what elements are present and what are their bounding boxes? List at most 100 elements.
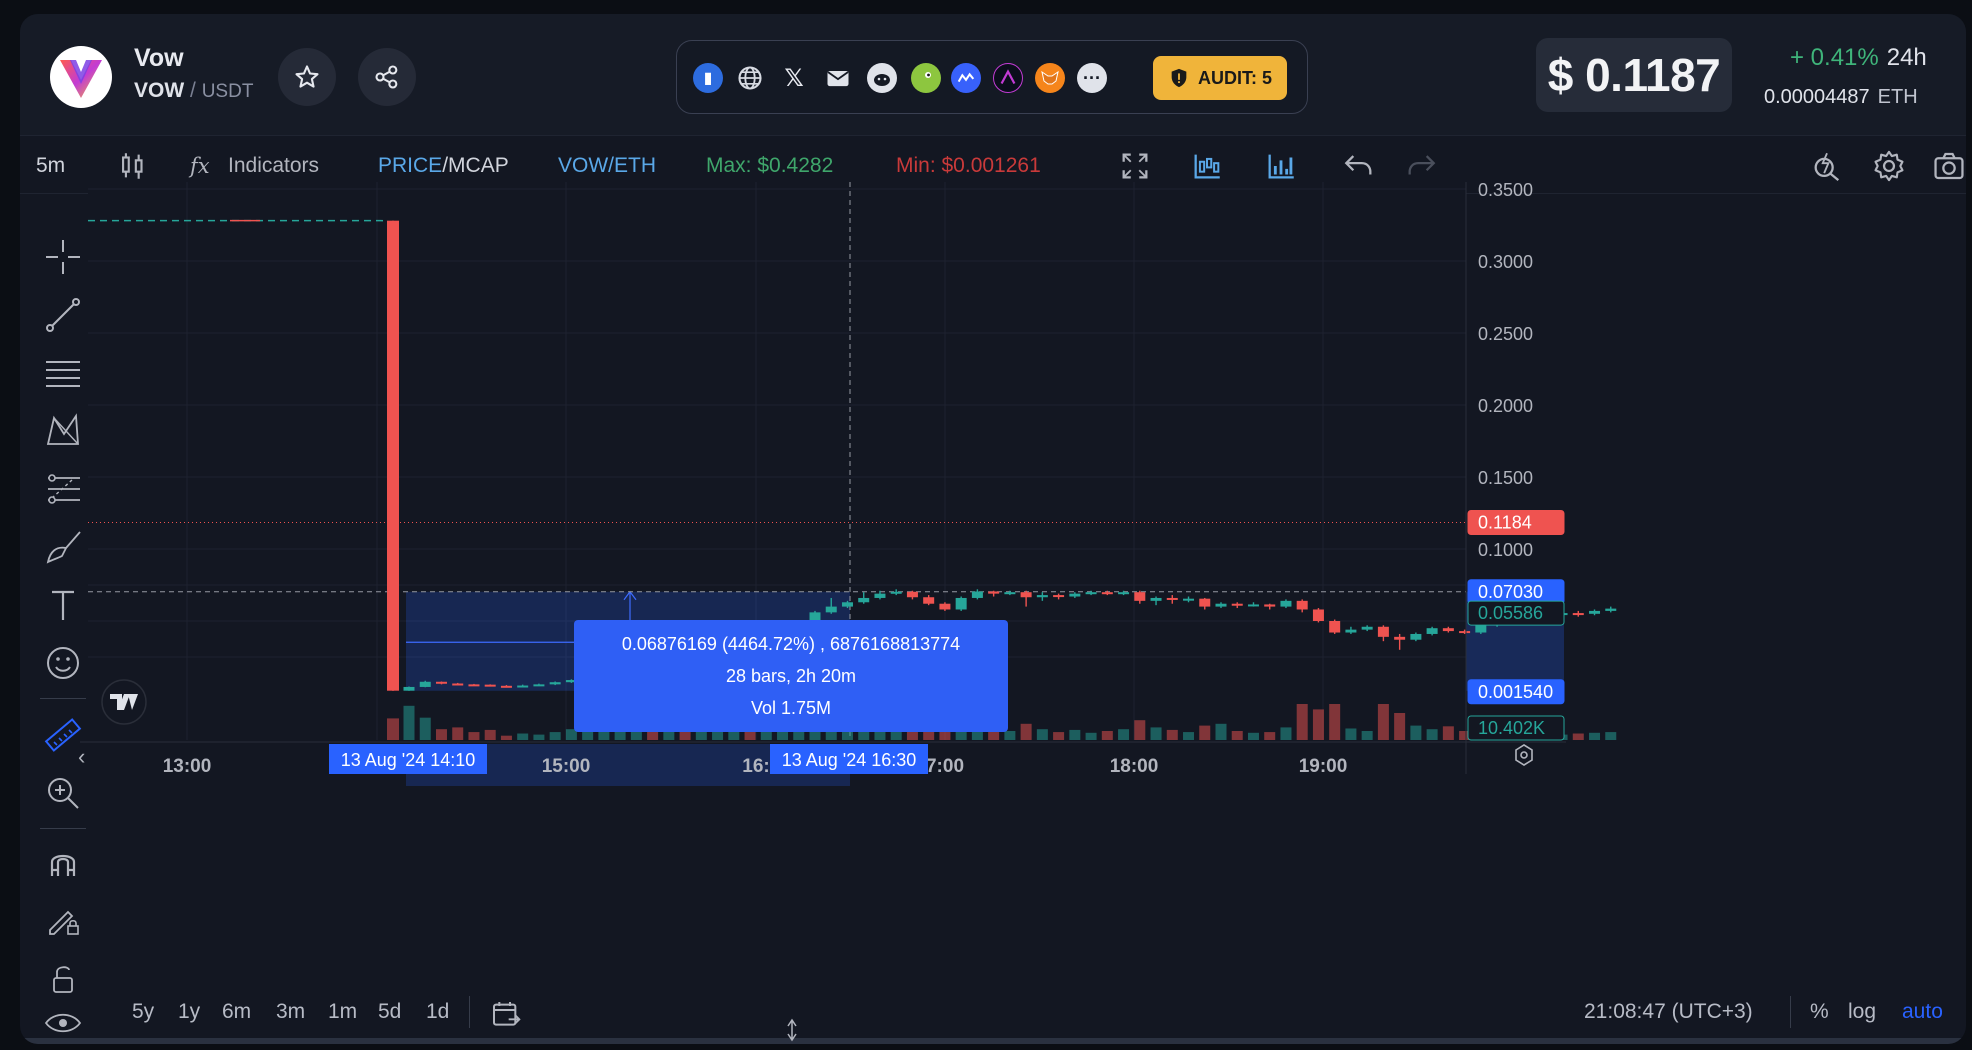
price-mcap-toggle[interactable]: PRICE/MCAP xyxy=(378,154,509,178)
volume-bar-38 xyxy=(1004,731,1016,740)
range-1y[interactable]: 1y xyxy=(178,1000,201,1023)
chart-link-icon[interactable]: ▮ xyxy=(693,63,723,93)
percent-toggle[interactable]: % xyxy=(1810,1000,1829,1023)
volume-bar-57 xyxy=(1312,709,1324,740)
resize-handle-icon xyxy=(787,1018,797,1042)
trend-line-icon[interactable] xyxy=(42,294,84,336)
quick-search-icon[interactable] xyxy=(1810,149,1844,183)
range-5y[interactable]: 5y xyxy=(132,1000,155,1023)
auto-toggle[interactable]: auto xyxy=(1902,1000,1943,1023)
volume-bar-19 xyxy=(695,726,707,740)
metamask-icon[interactable] xyxy=(1035,63,1065,93)
shield-icon xyxy=(1171,68,1187,88)
share-button[interactable] xyxy=(358,48,416,106)
settings-gear-icon[interactable] xyxy=(1872,149,1906,183)
volume-bar-66 xyxy=(1459,731,1471,740)
volume-bar-5 xyxy=(468,732,480,740)
candle-body-0 xyxy=(387,220,399,691)
coinmarketcap-icon[interactable] xyxy=(951,63,981,93)
range-divider xyxy=(469,996,470,1028)
measure-line-3: Vol 1.75M xyxy=(750,698,832,718)
x-icon[interactable]: 𝕏 xyxy=(784,64,804,92)
more-icon[interactable]: ··· xyxy=(1077,63,1107,93)
token-header: Vow VOW / USDT ▮ 𝕏 xyxy=(20,14,1966,136)
magnet-icon[interactable] xyxy=(42,842,84,884)
time-settings-hex xyxy=(1515,744,1533,766)
candle-body-65 xyxy=(1442,628,1454,632)
coingecko-icon[interactable] xyxy=(911,63,941,93)
measure-tooltip: 0.06876169 (4464.72%) , 6876168813774 28… xyxy=(574,620,1008,732)
pair-toggle[interactable]: VOW/ETH xyxy=(558,154,656,177)
brush-icon[interactable] xyxy=(42,526,84,568)
range-5d[interactable]: 5d xyxy=(378,1000,402,1023)
candle-body-64 xyxy=(1426,628,1438,634)
candle-body-57 xyxy=(1312,609,1324,621)
candle-body-60 xyxy=(1361,626,1373,630)
text-tool-icon[interactable] xyxy=(42,584,84,626)
volume-bar-14 xyxy=(614,725,626,740)
volume-style-icon[interactable] xyxy=(1264,149,1298,183)
token-symbol: VOW xyxy=(134,79,185,102)
volume-bar-46 xyxy=(1134,720,1146,740)
fib-lines-icon[interactable] xyxy=(42,352,84,394)
volume-bar-60 xyxy=(1361,731,1373,740)
candle-body-3 xyxy=(435,681,447,684)
candle-body-40 xyxy=(1036,595,1048,598)
globe-icon[interactable] xyxy=(735,63,765,93)
emoji-icon[interactable] xyxy=(42,642,84,684)
interval-button[interactable]: 5m xyxy=(36,154,66,177)
eth-price: 0.00004487 ETH xyxy=(1764,86,1918,109)
range-3m[interactable]: 3m xyxy=(276,1000,306,1023)
y-tick-2: 0.2500 xyxy=(1478,324,1533,344)
volume-bar-35 xyxy=(955,725,967,740)
price-tag-current-bg xyxy=(1467,510,1565,536)
projection-icon[interactable] xyxy=(42,468,84,510)
range-1d[interactable]: 1d xyxy=(426,1000,450,1023)
calendar-icon[interactable] xyxy=(490,998,522,1030)
time-label-end: 13 Aug '24 16:30 xyxy=(782,750,917,770)
range-6m[interactable]: 6m xyxy=(222,1000,252,1023)
candles-icon[interactable] xyxy=(116,149,150,183)
redo-icon[interactable] xyxy=(1404,149,1438,183)
log-toggle[interactable]: log xyxy=(1848,1000,1877,1023)
audit-badge[interactable]: AUDIT: 5 xyxy=(1153,56,1287,100)
undo-icon[interactable] xyxy=(1342,149,1376,183)
volume-bar-59 xyxy=(1345,728,1357,740)
candle-body-48 xyxy=(1166,597,1178,600)
ruler-icon[interactable] xyxy=(42,714,84,756)
indicators-button[interactable]: Indicators xyxy=(228,154,320,177)
volume-bar-0 xyxy=(387,718,399,740)
candle-body-63 xyxy=(1410,633,1422,640)
candle-body-62 xyxy=(1394,636,1406,640)
reddit-icon[interactable] xyxy=(867,63,897,93)
candle-style-icon[interactable] xyxy=(1190,149,1224,183)
candle-body-2 xyxy=(419,681,431,687)
volume-bar-10 xyxy=(549,732,561,740)
zoom-in-icon[interactable] xyxy=(42,772,84,814)
price-chart[interactable]: 0.3500 0.3000 0.2500 0.2000 0.1500 0.1000 0.11… xyxy=(20,14,1966,1044)
measure-line-2: 28 bars, 2h 20m xyxy=(725,666,857,686)
range-1m[interactable]: 1m xyxy=(328,1000,358,1023)
volume-bar-54 xyxy=(1264,732,1276,740)
time-label-start-bg xyxy=(329,744,487,774)
volume-bar-13 xyxy=(598,728,610,740)
price-change: + 0.41% 24h xyxy=(1790,44,1927,72)
fx-icon[interactable]: 𝑓x xyxy=(190,154,210,178)
fullscreen-icon[interactable] xyxy=(1118,149,1152,183)
lock-icon[interactable] xyxy=(42,958,84,1000)
pattern-icon[interactable] xyxy=(42,410,84,452)
bottom-bar: 5y 1y 6m 3m 1m 5d 1d 21:08:47 (UTC+3) % … xyxy=(20,980,1966,1044)
crosshair-icon[interactable] xyxy=(42,236,84,278)
mail-icon[interactable] xyxy=(823,63,853,93)
tools-divider xyxy=(40,698,86,699)
volume-bar-43 xyxy=(1085,732,1097,740)
volume-bar-64 xyxy=(1426,729,1438,740)
lock-pencil-icon[interactable] xyxy=(42,898,84,940)
volume-bar-51 xyxy=(1215,723,1227,740)
eye-icon[interactable] xyxy=(42,1002,84,1044)
dextools-icon[interactable] xyxy=(993,63,1023,93)
candle-body-39 xyxy=(1020,592,1032,598)
favorite-button[interactable] xyxy=(278,48,336,106)
volume-bar-63 xyxy=(1410,725,1422,740)
camera-icon[interactable] xyxy=(1932,149,1966,183)
